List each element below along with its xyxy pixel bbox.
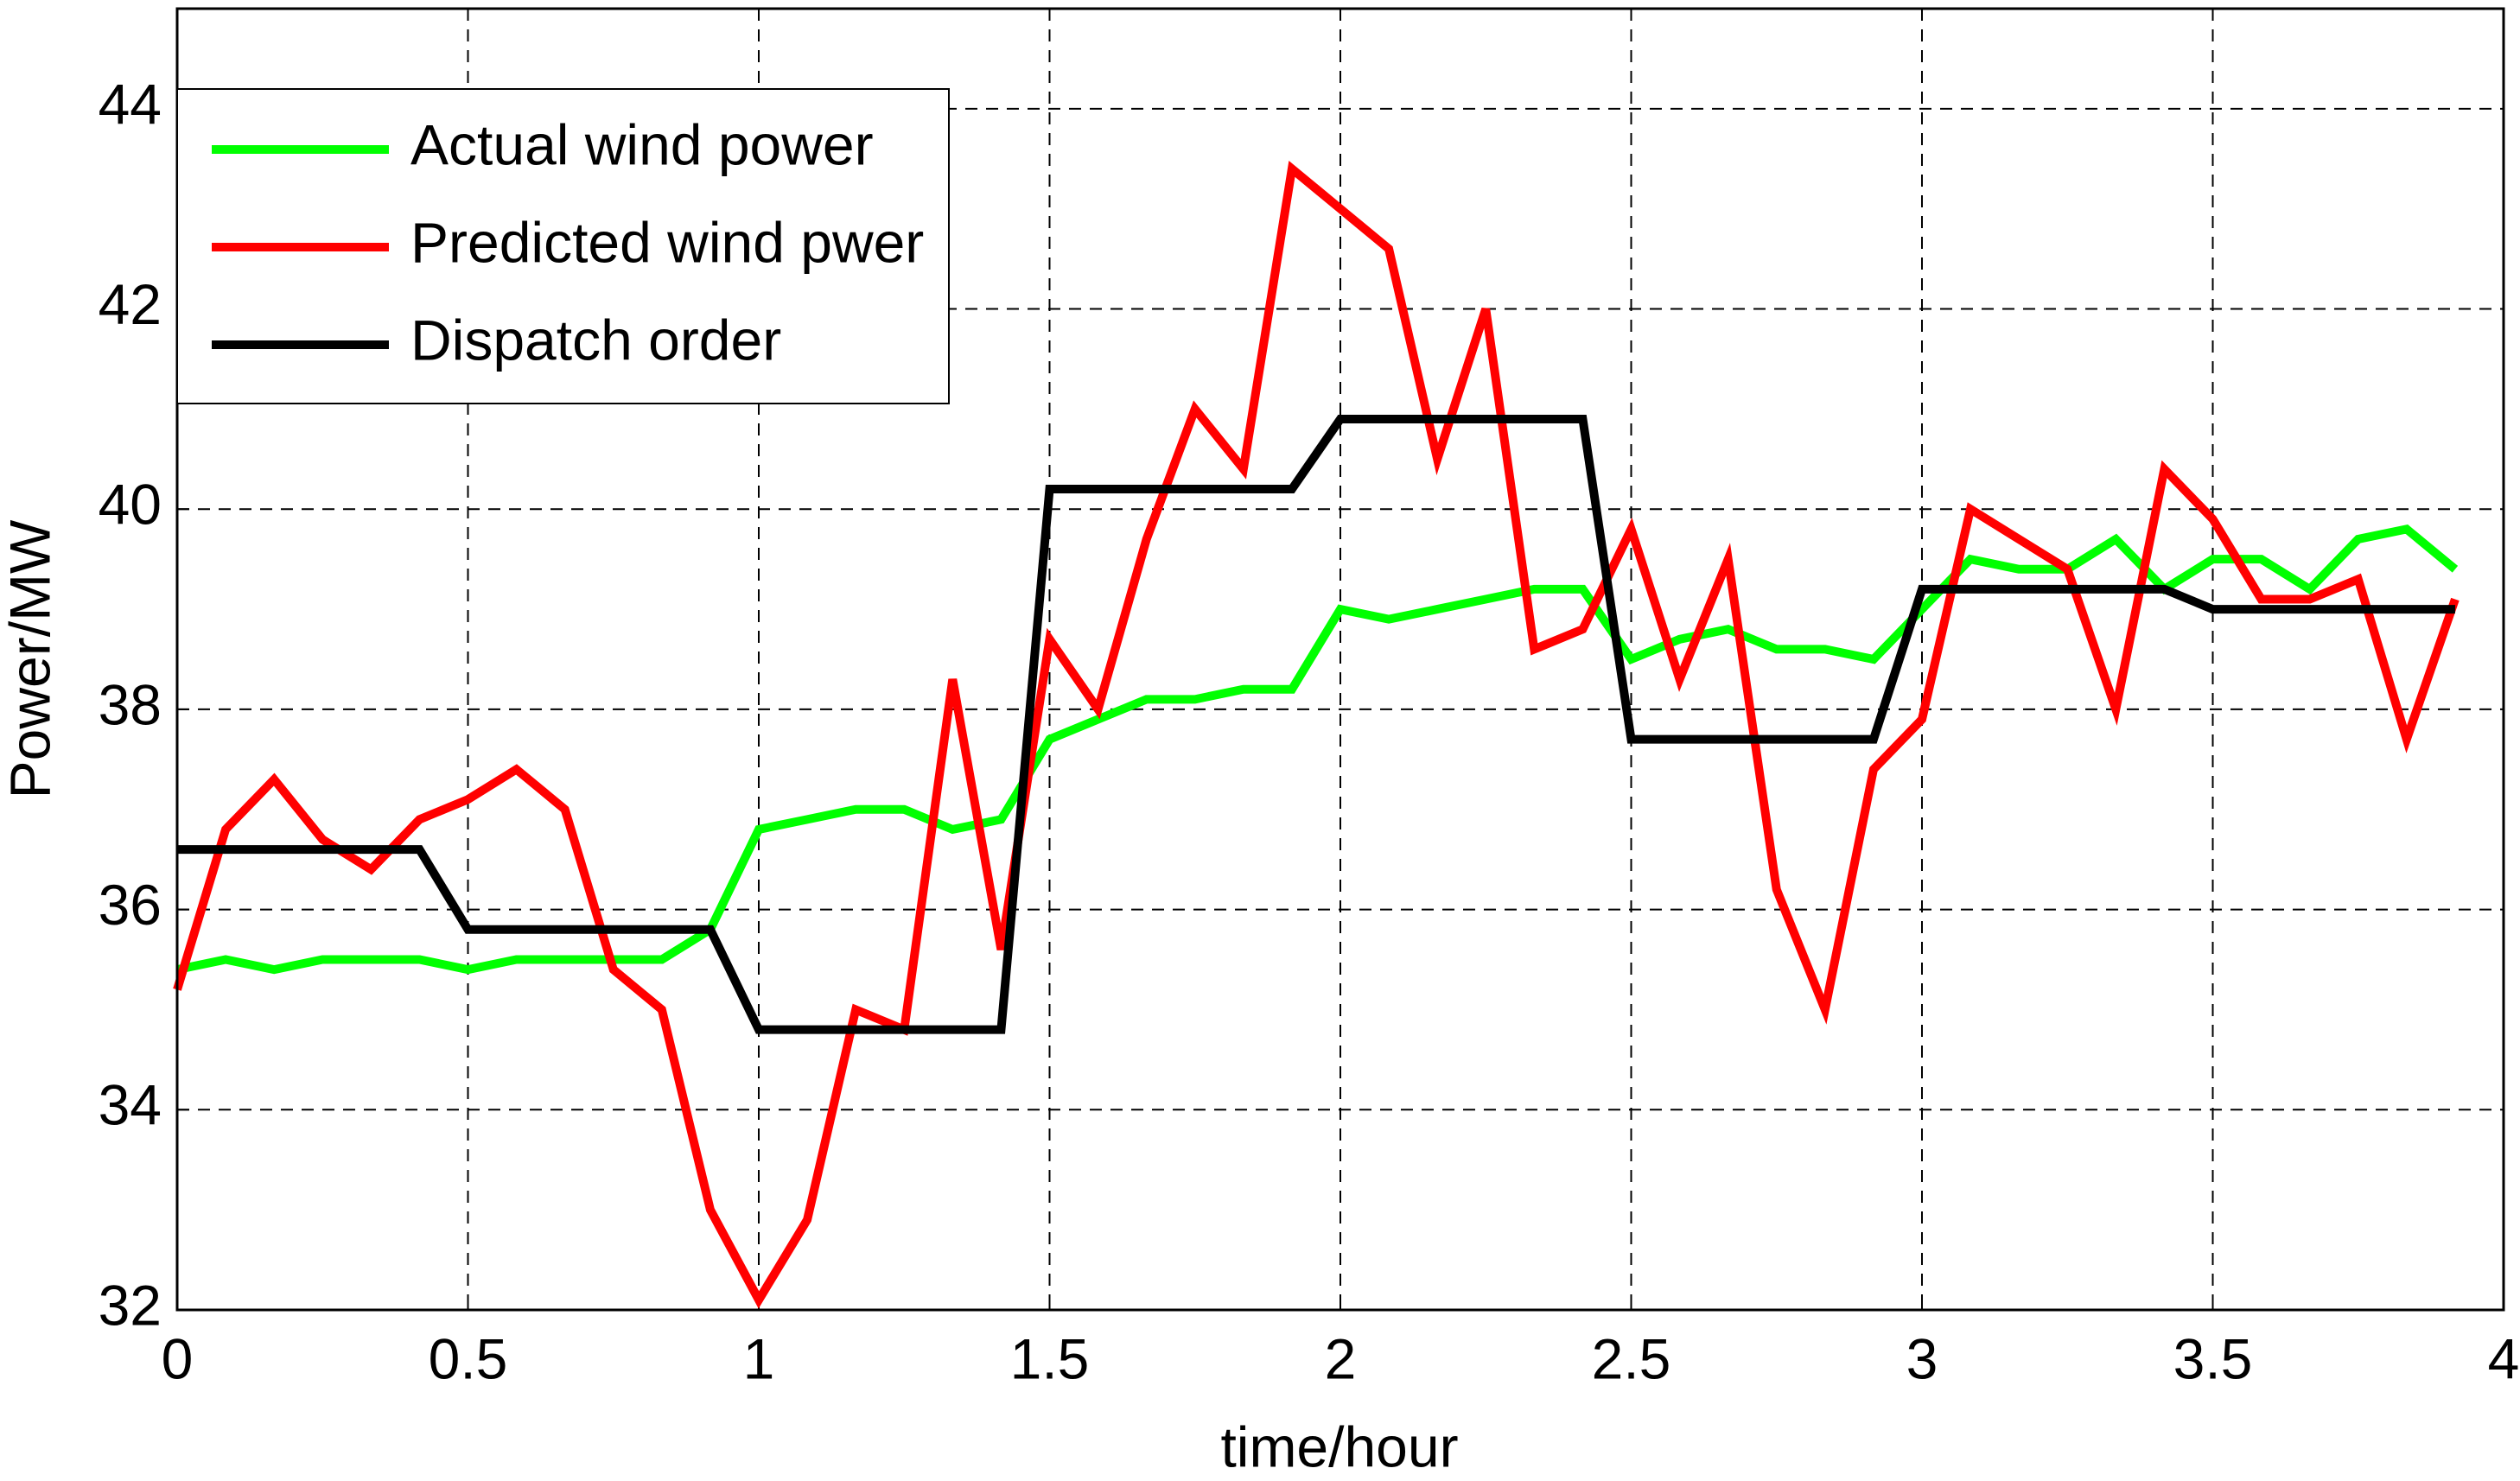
y-axis-label: Power/MW (0, 519, 61, 798)
y-tick-label: 32 (99, 1273, 162, 1337)
data-line (175, 524, 2459, 975)
x-tick-label: 2.5 (1592, 1326, 1671, 1390)
y-tick-label: 40 (99, 473, 162, 537)
x-tick-label: 1.5 (1010, 1326, 1090, 1390)
y-tick-label: 42 (99, 272, 162, 336)
y-tick-label: 38 (99, 672, 162, 736)
data-line (177, 414, 2455, 1034)
y-tick-label: 44 (99, 72, 162, 136)
x-tick-label: 0.5 (429, 1326, 508, 1390)
legend-label: Predicted wind pwer (410, 210, 924, 274)
legend-label: Dispatch order (410, 308, 781, 372)
x-tick-label: 3.5 (2173, 1326, 2253, 1390)
legend-label: Actual wind power (410, 112, 874, 176)
x-axis-label: time/hour (1220, 1414, 1458, 1478)
x-tick-label: 2 (1325, 1326, 1357, 1390)
y-tick-label: 36 (99, 873, 162, 937)
x-tick-label: 3 (1906, 1326, 1938, 1390)
x-tick-label: 0 (162, 1326, 194, 1390)
axes-box (175, 7, 2505, 1312)
x-tick-label: 4 (2488, 1326, 2520, 1390)
y-tick-label: 34 (99, 1073, 162, 1137)
x-tick-label: 1 (743, 1326, 775, 1390)
